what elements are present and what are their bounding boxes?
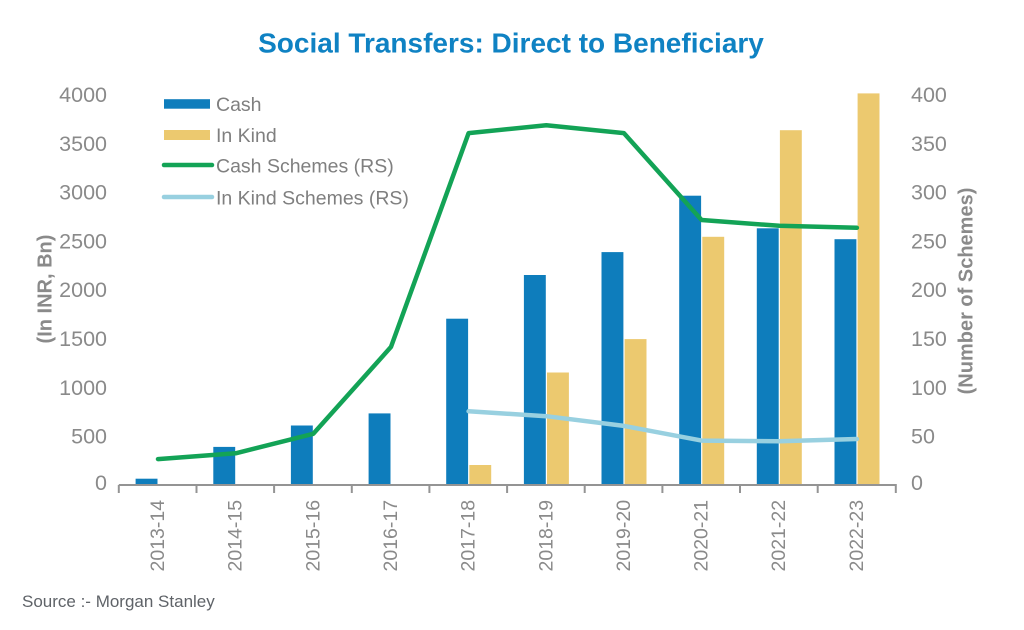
svg-text:2022-23: 2022-23 [846,500,868,572]
svg-text:3500: 3500 [59,132,107,156]
svg-text:2500: 2500 [59,229,107,253]
svg-text:0: 0 [911,471,923,495]
svg-text:4000: 4000 [59,83,107,107]
svg-text:2019-20: 2019-20 [613,500,635,572]
svg-text:(Number of Schemes): (Number of Schemes) [955,188,977,395]
svg-text:350: 350 [911,132,947,156]
svg-text:2018-19: 2018-19 [535,500,557,572]
svg-text:2000: 2000 [59,278,107,302]
svg-text:50: 50 [911,425,935,449]
svg-text:250: 250 [911,229,947,253]
svg-text:400: 400 [911,83,947,107]
svg-text:Cash: Cash [216,94,262,116]
svg-text:1000: 1000 [59,376,107,400]
svg-text:2015-16: 2015-16 [302,500,324,572]
svg-text:2013-14: 2013-14 [147,500,169,572]
svg-text:In Kind: In Kind [216,125,277,147]
svg-text:Source :- Morgan Stanley: Source :- Morgan Stanley [22,592,215,611]
svg-text:500: 500 [71,425,107,449]
svg-text:Cash Schemes (RS): Cash Schemes (RS) [216,155,394,177]
svg-text:200: 200 [911,278,947,302]
svg-text:3000: 3000 [59,181,107,205]
svg-text:150: 150 [911,327,947,351]
svg-text:2014-15: 2014-15 [225,500,247,572]
svg-text:100: 100 [911,376,947,400]
svg-text:300: 300 [911,181,947,205]
svg-text:Social Transfers: Direct to Be: Social Transfers: Direct to Beneficiary [258,28,764,59]
svg-text:2017-18: 2017-18 [458,500,480,572]
svg-text:2020-21: 2020-21 [691,500,713,572]
svg-text:(In INR, Bn): (In INR, Bn) [35,235,57,344]
svg-text:1500: 1500 [59,327,107,351]
svg-text:0: 0 [95,471,107,495]
svg-text:2021-22: 2021-22 [768,500,790,572]
svg-text:2016-17: 2016-17 [380,500,402,572]
svg-text:In Kind Schemes (RS): In Kind Schemes (RS) [216,187,409,209]
